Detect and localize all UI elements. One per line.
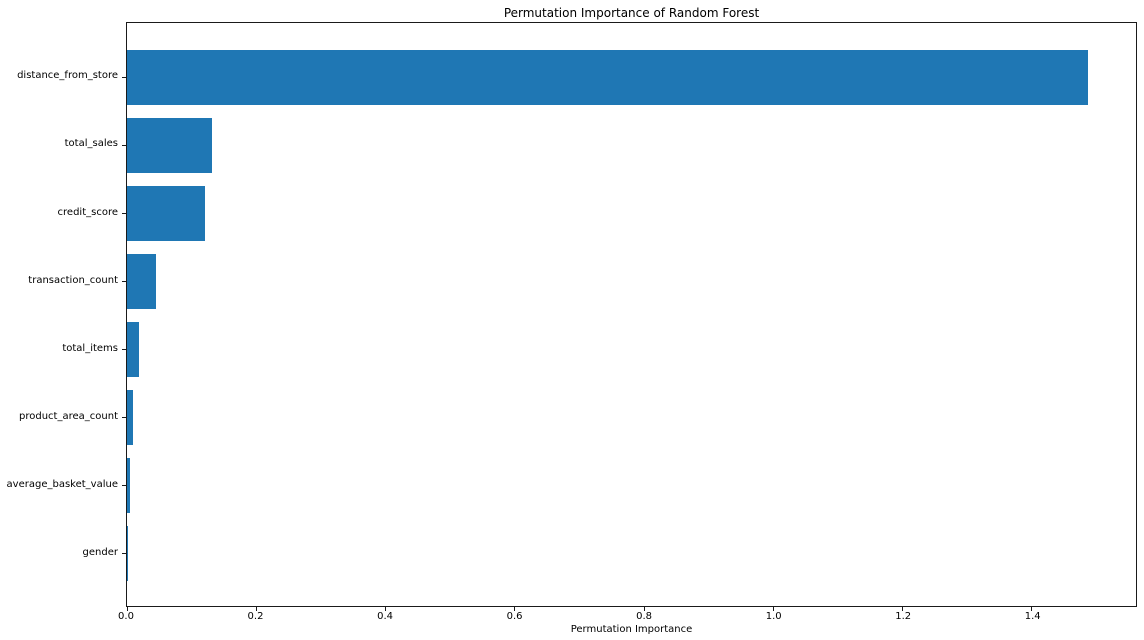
y-tick-credit_score	[122, 213, 126, 214]
bar-total_items	[127, 322, 139, 377]
x-tick-label: 1.2	[895, 611, 912, 622]
x-tick-label: 1.4	[1024, 611, 1041, 622]
x-axis-ticklabels: 0.0 0.2 0.4 0.6 0.8 1.0 1.2 1.4	[118, 611, 1137, 624]
y-tick-total_items	[122, 349, 126, 350]
bar-total_sales	[127, 118, 212, 173]
plot-area	[122, 22, 1137, 611]
x-tick-1.0	[772, 607, 774, 611]
x-tick-0.6	[514, 607, 516, 611]
x-tick-label: 0.6	[506, 611, 523, 622]
x-tick-label: 1.0	[765, 611, 782, 622]
x-tick-0.0	[126, 607, 128, 611]
x-tick-label: 0.0	[118, 611, 134, 622]
y-tick-distance_from_store	[122, 76, 126, 78]
x-tick-1.2	[902, 607, 904, 611]
y-axis-labels: distance_from_store total_sales credit_sco…	[0, 22, 118, 607]
y-tick-transaction_count	[122, 281, 126, 282]
y-tick-label: total_sales	[64, 138, 118, 150]
y-tick-label: gender	[82, 546, 118, 558]
x-axis-label: Permutation Importance	[570, 624, 693, 635]
bar-transaction_count	[127, 254, 157, 309]
chart-title: Permutation Importance of Random Forest	[503, 6, 760, 20]
bar-credit_score	[127, 186, 205, 241]
x-tick-1.4	[1031, 607, 1033, 611]
y-tick-product_area_count	[122, 417, 126, 418]
x-tick-0.2	[255, 607, 257, 611]
x-tick-0.8	[643, 607, 645, 611]
y-tick-label: average_basket_value	[6, 478, 118, 490]
bar-product_area_count	[127, 390, 133, 445]
x-tick-label: 0.2	[247, 611, 264, 622]
y-tick-label: total_items	[62, 342, 118, 354]
y-tick-label: distance_from_store	[17, 70, 118, 82]
bar-average_basket_value	[127, 458, 131, 513]
y-tick-gender	[122, 553, 126, 555]
x-tick-label: 0.8	[636, 611, 653, 622]
y-tick-total_sales	[122, 144, 126, 146]
bar-distance_from_store	[127, 50, 1089, 105]
y-tick-label: product_area_count	[19, 410, 118, 422]
y-tick-label: transaction_count	[28, 274, 118, 286]
x-tick-0.4	[385, 607, 387, 611]
y-tick-label: credit_score	[57, 206, 118, 218]
x-tick-label: 0.4	[377, 611, 394, 622]
y-tick-average_basket_value	[122, 485, 126, 487]
